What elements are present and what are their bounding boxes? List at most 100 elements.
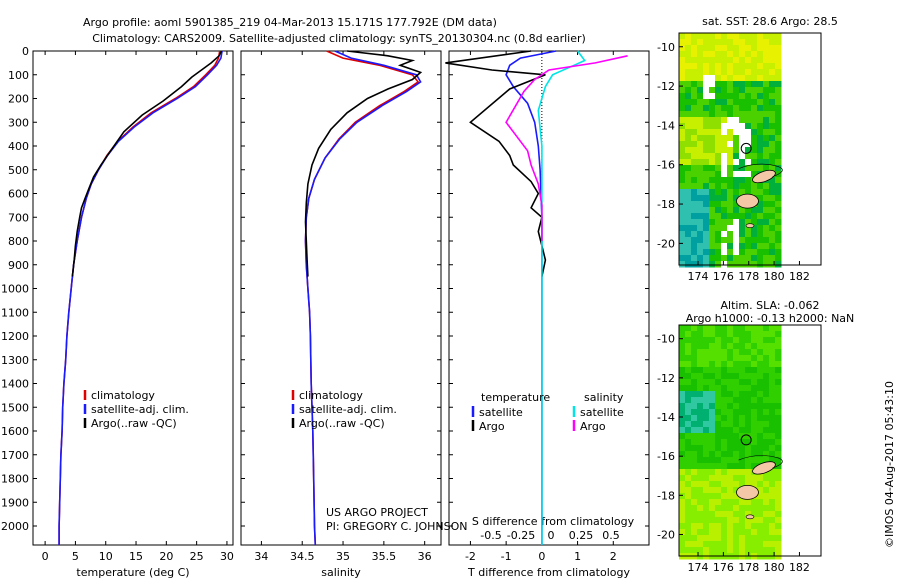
map-cell [733,517,740,524]
map-cell [745,535,752,542]
s-tick-label: -0.25 [507,529,535,542]
map-cell [757,141,764,148]
map-cell [763,397,770,404]
map-cell [739,255,746,262]
map-cell [715,81,722,88]
map-cell [715,177,722,184]
map-cell [769,243,776,250]
map-cell [769,493,776,500]
x-tick-label: -2 [465,550,476,563]
map-cell [703,117,710,124]
map-cell [727,463,734,470]
map-cell [715,355,722,362]
map-cell [757,105,764,112]
map-cell [715,403,722,410]
map-cell [745,51,752,58]
x-tick-label: 0 [42,550,49,563]
map-cell [691,421,698,428]
legend-title-temperature: temperature [481,391,550,404]
map-cell [715,535,722,542]
map-cell [775,493,782,500]
map-cell [745,249,752,256]
map-cell [727,481,734,488]
map-cell [739,177,746,184]
s-tick-label: 0 [548,529,555,542]
map-cell [697,243,704,250]
map-cell [703,159,710,166]
map-cell [733,189,740,196]
map-cell [745,541,752,548]
map-cell [745,547,752,554]
map-cell [691,331,698,338]
map-cell [721,391,728,398]
map-cell [739,165,746,172]
map-cell [679,57,686,64]
map-cell [769,135,776,142]
map-cell [769,541,776,548]
map-cell [709,243,716,250]
map-cell [733,171,740,178]
map-cell [769,397,776,404]
map-cell [739,159,746,166]
map-cell [775,529,782,536]
map-cell [727,547,734,554]
map-cell [739,331,746,338]
map-cell [703,135,710,142]
map-x-tick-label: 180 [764,270,785,283]
map-cell [733,219,740,226]
map-cell [739,451,746,458]
map-cell [763,129,770,136]
map-cell [751,349,758,356]
map-cell [733,535,740,542]
map-cell [685,493,692,500]
map-cell [775,343,782,350]
map-cell [715,111,722,118]
map-cell [769,361,776,368]
map-cell [715,337,722,344]
map-cell [769,57,776,64]
map-cell [763,213,770,220]
map-cell [721,457,728,464]
map-cell [691,63,698,70]
map-cell [763,237,770,244]
map-cell [751,75,758,82]
map-cell [739,63,746,70]
map-cell [709,153,716,160]
map-cell [703,213,710,220]
map-cell [775,481,782,488]
map-cell [775,505,782,512]
map-cell [703,535,710,542]
map-cell [715,325,722,332]
map-cell [769,99,776,106]
map-cell [715,93,722,100]
map-cell [703,45,710,52]
map-cell [703,243,710,250]
figure-title-line1: Argo profile: aoml 5901385_219 04-Mar-20… [83,16,497,29]
map-cell [775,63,782,70]
map-cell [691,529,698,536]
map-cell [721,409,728,416]
map-cell [679,51,686,58]
map-cell [733,129,740,136]
map-cell [745,337,752,344]
map-cell [721,39,728,46]
map-cell [745,325,752,332]
map-cell [679,373,686,380]
map-cell [769,331,776,338]
map-cell [697,99,704,106]
map-cell [769,511,776,518]
map-cell [751,81,758,88]
map-cell [691,451,698,458]
map-cell [733,337,740,344]
map-cell [715,457,722,464]
map-cell [697,117,704,124]
map-cell [727,505,734,512]
map-cell [685,177,692,184]
map-cell [733,487,740,494]
map-cell [703,111,710,118]
map-cell [703,523,710,530]
map-cell [739,99,746,106]
map-cell [769,445,776,452]
map-cell [703,409,710,416]
map-cell [697,201,704,208]
